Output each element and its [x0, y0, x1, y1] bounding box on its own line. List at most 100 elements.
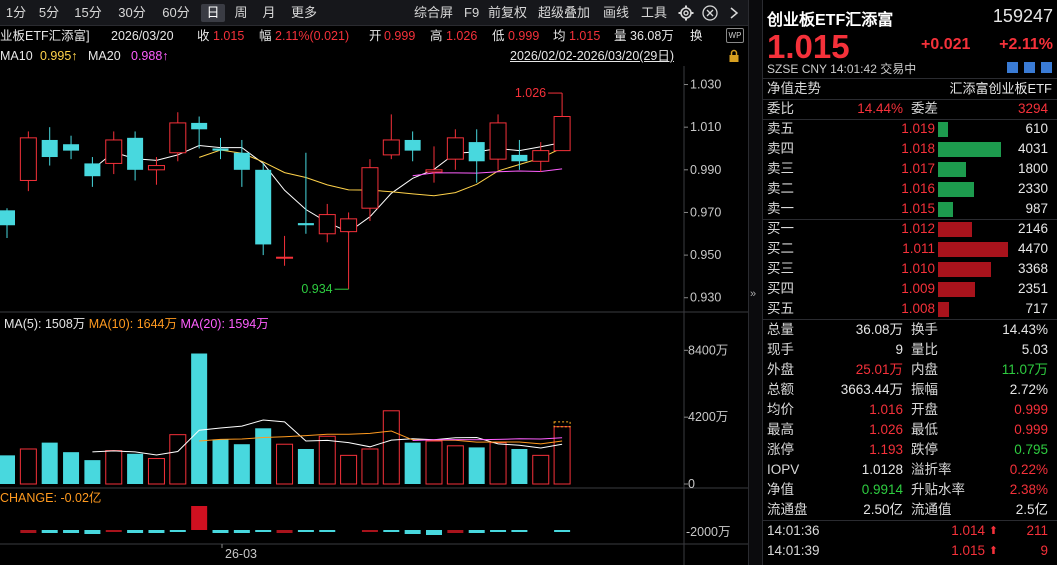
bid-level-label: 买五 [767, 301, 794, 316]
stats-row: 总量 36.08万 换手 14.43% [763, 320, 1057, 340]
divider [763, 99, 1057, 100]
period-15min[interactable]: 15分 [74, 5, 102, 20]
ask-level-row[interactable]: 卖五 1.019 610 [763, 119, 1057, 139]
up-arrow-icon: ⬆ [988, 545, 998, 557]
price-change: +0.021 [921, 36, 971, 53]
volume-bar [276, 443, 294, 485]
candle [19, 131, 37, 192]
chevron-right-icon[interactable] [728, 6, 740, 20]
bid-level-volume: 717 [1025, 301, 1048, 316]
panel-collapse-handle[interactable]: » [748, 0, 762, 565]
stat-value: 14.43% [1002, 322, 1048, 337]
change-bar [319, 530, 336, 532]
info-low: 0.999 [508, 29, 540, 43]
stat-label: 涨停 [767, 442, 794, 457]
change-bar [404, 530, 421, 534]
volume-axis-label: 0 [688, 477, 695, 491]
volume-bar [489, 442, 507, 485]
volume-bar [318, 435, 336, 485]
stat-label: 净值 [767, 482, 794, 497]
candle-body [105, 139, 123, 164]
tool-tools[interactable]: 工具 [641, 5, 668, 20]
volume-ma-line: MA(5): 1508万 MA(10): 1644万 MA(20): 1594万 [4, 317, 269, 331]
divider [763, 219, 1057, 220]
candle-body [340, 218, 358, 233]
bid-level-row[interactable]: 买一 1.012 2146 [763, 219, 1057, 239]
grid-icon[interactable] [1041, 62, 1052, 73]
change-bar [383, 530, 400, 532]
lock-icon[interactable] [728, 49, 740, 63]
period-5min[interactable]: 5分 [38, 5, 60, 20]
kline-chart[interactable]: 1.030 1.010 0.990 0.970 0.950 0.930 1.026 0.934… [0, 66, 748, 565]
change-bar [511, 530, 528, 532]
bid-level-row[interactable]: 买二 1.011 4470 [763, 239, 1057, 259]
volume-ma-value: MA(5): [4, 317, 45, 331]
stat-value: 9 [895, 342, 903, 357]
tick-time: 14:01:39 [767, 543, 820, 558]
stat-label: 总额 [767, 382, 794, 397]
ask-level-volume: 610 [1025, 121, 1048, 136]
tick-row: 14:01:36 1.014 ⬆ 211 [763, 521, 1057, 541]
volume-bar [340, 454, 358, 485]
period-day[interactable]: 日 [201, 4, 225, 22]
candle [41, 127, 58, 166]
tick-volume: 9 [1040, 543, 1048, 558]
wp-icon[interactable]: WP [726, 28, 744, 43]
candle-body [0, 210, 15, 226]
divider [763, 119, 1057, 120]
ask-level-row[interactable]: 卖四 1.018 4031 [763, 139, 1057, 159]
ask-level-row[interactable]: 卖一 1.015 987 [763, 199, 1057, 219]
ask-level-row[interactable]: 卖三 1.017 1800 [763, 159, 1057, 179]
ma-info-line: MA10 0.995↑ MA20 0.988↑ 2026/02/02-2026/… [0, 46, 748, 66]
volume-axis-label: 4200万 [688, 410, 728, 424]
period-1min[interactable]: 1分 [5, 5, 27, 20]
info-high: 1.026 [446, 29, 478, 43]
ask-level-price: 1.018 [901, 141, 935, 156]
tool-composite-screen[interactable]: 综合屏 [414, 5, 454, 20]
candle-body [553, 116, 571, 152]
period-week[interactable]: 周 [234, 5, 248, 20]
change-bar [20, 530, 37, 533]
edit-icon[interactable] [1007, 62, 1018, 73]
candle [127, 131, 144, 181]
candle [511, 139, 528, 170]
tool-adjust[interactable]: 前复权 [488, 5, 528, 20]
ask-level-row[interactable]: 卖二 1.016 2330 [763, 179, 1057, 199]
order-ratio: 14.44% [857, 101, 903, 116]
volume-bar [297, 448, 314, 484]
candle-body [212, 148, 229, 151]
volume-bar [553, 426, 571, 485]
stat-label: 升贴水率 [911, 482, 965, 497]
period-30min[interactable]: 30分 [118, 5, 146, 20]
stat-value: 1.193 [869, 442, 903, 457]
expand-icon[interactable] [1024, 62, 1035, 73]
bid-level-row[interactable]: 买四 1.009 2351 [763, 279, 1057, 299]
volume-bar [41, 442, 58, 484]
period-60min[interactable]: 60分 [162, 5, 190, 20]
tool-draw[interactable]: 画线 [603, 5, 630, 20]
period-month[interactable]: 月 [262, 5, 276, 20]
bid-level-row[interactable]: 买五 1.008 717 [763, 299, 1057, 319]
stats-row: 现手 9 量比 5.03 [763, 340, 1057, 360]
divider [763, 78, 1057, 79]
bid-level-row[interactable]: 买三 1.010 3368 [763, 259, 1057, 279]
close-icon[interactable] [702, 5, 718, 21]
tool-f9[interactable]: F9 [464, 5, 480, 20]
candle-body [255, 169, 272, 245]
volume-bar [84, 460, 101, 484]
bid-level-label: 买四 [767, 281, 794, 296]
nav-row[interactable]: 净值走势 汇添富创业板ETF [767, 81, 1052, 96]
bid-level-label: 买三 [767, 261, 794, 276]
stat-value: 0.999 [1014, 422, 1048, 437]
bid-level-volume: 3368 [1017, 261, 1048, 276]
period-more[interactable]: 更多 [290, 5, 317, 20]
stats-row: 涨停 1.193 跌停 0.795 [763, 440, 1057, 460]
volume-bar [404, 442, 421, 484]
tool-overlay[interactable]: 超级叠加 [538, 5, 591, 20]
date-range[interactable]: 2026/02/02-2026/03/20(29日) [510, 49, 675, 63]
stat-value: 25.01万 [855, 362, 903, 377]
candle [489, 114, 507, 170]
change-bar [468, 530, 485, 533]
gear-icon[interactable] [678, 5, 694, 21]
volume-bar [212, 439, 229, 484]
